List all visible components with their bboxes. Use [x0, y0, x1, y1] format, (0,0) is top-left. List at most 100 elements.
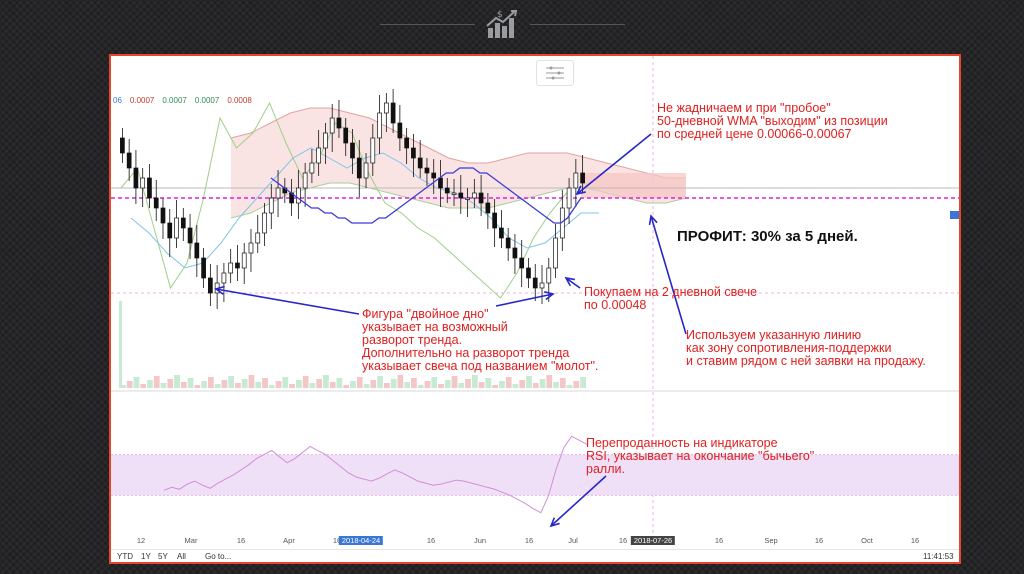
annotation-rsi: Перепроданность на индикаторе RSI, указы…	[586, 436, 815, 476]
volume-bar	[214, 384, 221, 388]
volume-bar	[566, 385, 573, 388]
candle	[350, 142, 355, 159]
arrow-support	[650, 215, 687, 335]
candle	[126, 152, 132, 169]
candle	[424, 167, 430, 174]
volume-bar	[282, 377, 289, 388]
x-tick-label: Mar	[184, 536, 198, 545]
volume-bar	[167, 379, 174, 388]
arrow-double-bottom-left	[215, 288, 360, 315]
volume-bar	[580, 377, 586, 388]
candle	[370, 137, 376, 164]
candle	[404, 137, 409, 149]
volume-bar	[417, 385, 424, 388]
arrow-rsi-head	[549, 517, 560, 528]
volume-bar	[120, 385, 126, 388]
legend-value-4: 0.0008	[227, 96, 252, 105]
candle	[296, 187, 301, 204]
future-cloud	[581, 173, 686, 198]
range-1y-button[interactable]: 1Y	[141, 552, 151, 561]
volume-bar	[329, 382, 336, 388]
volume-bar	[241, 379, 248, 388]
volume-bar	[343, 385, 350, 388]
range-ytd-button[interactable]: YTD	[117, 552, 133, 561]
volume-bar	[153, 376, 160, 388]
volume-bar	[262, 378, 268, 388]
header-divider-left	[380, 24, 475, 25]
candle	[471, 192, 477, 199]
volume-bar	[356, 377, 363, 388]
price-marker	[950, 211, 959, 219]
candle	[363, 162, 369, 179]
candle	[228, 262, 234, 274]
volume-bar	[207, 377, 214, 388]
volume-bar	[424, 381, 431, 388]
arrow-double-bottom-right-head	[544, 291, 555, 301]
volume-bar	[519, 380, 526, 388]
x-tick-label: 2018-04-24	[338, 536, 384, 545]
candle	[411, 147, 416, 159]
volume-bar	[350, 381, 356, 388]
volume-bar	[404, 382, 411, 388]
arrow-double-bottom-left-head	[214, 285, 225, 295]
x-tick-label: 12	[136, 536, 146, 545]
header-divider-right	[530, 24, 625, 25]
volume-bar	[160, 383, 167, 388]
drawing-tools-button[interactable]	[536, 60, 574, 86]
volume-bar	[377, 376, 383, 388]
candle	[499, 227, 504, 239]
chart-growth-logo-icon: $	[484, 8, 520, 40]
volume-bar	[546, 375, 553, 388]
candle	[546, 267, 552, 284]
candle	[573, 172, 579, 189]
arrow-buy	[565, 277, 581, 289]
candle	[539, 282, 545, 289]
svg-text:$: $	[497, 10, 503, 20]
candle	[194, 242, 200, 259]
volume-bar	[539, 379, 546, 388]
candle	[431, 172, 437, 179]
legend-value-2: 0.0007	[162, 96, 187, 105]
range-5y-button[interactable]: 5Y	[158, 552, 168, 561]
candle	[492, 212, 497, 229]
annotation-support-line: Используем указанную линию как зону сопр…	[686, 328, 926, 368]
volume-bar	[492, 385, 499, 388]
candle	[147, 177, 152, 199]
candle	[309, 162, 315, 174]
volume-bar	[465, 379, 471, 388]
volume-bar	[248, 375, 255, 388]
legend-value-1: 0.0007	[129, 96, 155, 105]
volume-bar	[194, 385, 201, 388]
x-tick-label: Jun	[473, 536, 487, 545]
x-tick-label: Apr	[283, 536, 295, 545]
volume-bar	[295, 380, 302, 388]
volume-bar	[187, 378, 194, 388]
x-tick-label: 16	[426, 536, 436, 545]
candle	[180, 217, 186, 229]
candle	[268, 197, 274, 214]
volume-bar	[499, 381, 505, 388]
goto-button[interactable]: Go to...	[205, 552, 232, 561]
arrow-wma-exit	[576, 133, 652, 195]
candle	[390, 102, 396, 124]
volume-bar	[228, 376, 235, 388]
volume-bar	[478, 382, 485, 388]
x-tick-label: 16	[910, 536, 920, 545]
candle	[478, 192, 484, 204]
volume-bar	[235, 383, 241, 388]
volume-bar	[336, 378, 343, 388]
legend-value-3: 0.0007	[194, 96, 220, 105]
volume-bar	[174, 375, 180, 388]
arrow-double-bottom-right	[495, 293, 554, 307]
legend-value-0: 06	[113, 96, 122, 105]
range-all-button[interactable]: All	[177, 552, 186, 561]
volume-bar	[559, 378, 566, 388]
cloud-top-line	[230, 107, 686, 179]
candle	[532, 277, 538, 289]
conversion-line	[130, 147, 599, 269]
volume-bar	[431, 377, 438, 388]
x-tick-label: 16	[814, 536, 824, 545]
candle	[262, 212, 267, 234]
annotation-wma-exit: Не жадничаем и при "пробое" 50-дневной W…	[657, 101, 888, 141]
volume-bar	[147, 380, 153, 388]
